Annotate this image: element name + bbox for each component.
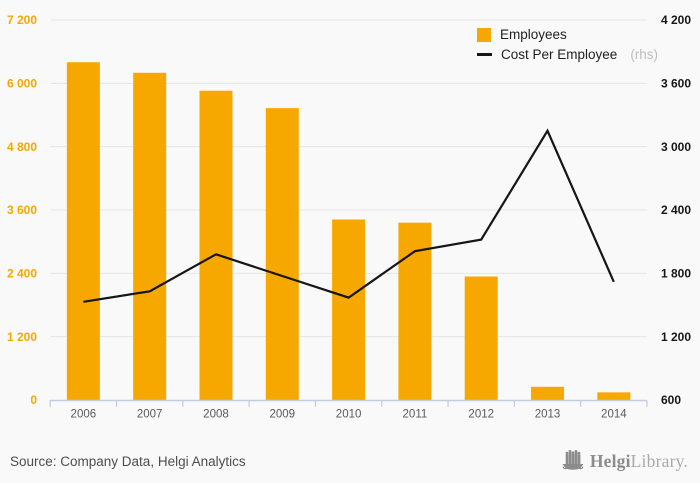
- legend-label-employees: Employees: [500, 27, 567, 42]
- legend-label-cost: Cost Per Employee: [501, 47, 618, 62]
- x-axis-label-2006: 2006: [71, 409, 97, 421]
- left-axis-tick-label: 6 000: [7, 77, 37, 91]
- x-axis-label-2013: 2013: [535, 409, 561, 421]
- right-axis-tick-label: 4 200: [661, 13, 691, 27]
- legend-item-employees: Employees: [477, 27, 658, 42]
- x-axis-label-2008: 2008: [203, 409, 229, 421]
- legend: Employees Cost Per Employee (rhs): [477, 27, 658, 62]
- bar-2013: [531, 386, 565, 400]
- x-axis-label-2007: 2007: [137, 409, 163, 421]
- chart-footer: Source: Company Data, Helgi Analytics: [0, 445, 700, 477]
- left-axis-tick-label: 2 400: [7, 267, 37, 281]
- cost-line-swatch-icon: [477, 53, 492, 56]
- left-axis-tick-label: 1 200: [7, 330, 37, 344]
- bar-2007: [133, 72, 167, 401]
- helgi-library-logo: HelgiLibrary.: [562, 450, 688, 472]
- bar-2009: [265, 108, 299, 400]
- bar-2010: [332, 219, 366, 400]
- x-axis-label-2014: 2014: [601, 409, 627, 421]
- logo-text-bold: Helgi: [589, 450, 631, 471]
- x-axis-label-2011: 2011: [403, 409, 428, 421]
- x-axis-label-2010: 2010: [336, 409, 362, 421]
- employees-cost-chart: 7 200 6 000 4 800 3 600 2 400 1 200 0 4 200 3 60…: [7, 13, 691, 421]
- legend-item-cost-per-employee: Cost Per Employee (rhs): [477, 47, 658, 62]
- source-text: Source: Company Data, Helgi Analytics: [10, 453, 246, 469]
- left-axis-tick-label: 7 200: [7, 13, 37, 27]
- logo-text-light: Library.: [630, 450, 688, 471]
- x-axis-label-2009: 2009: [269, 409, 295, 421]
- right-axis-tick-label: 1 800: [661, 267, 691, 281]
- right-axis-tick-label: 2 400: [661, 203, 691, 217]
- right-axis-tick-label: 1 200: [661, 330, 691, 344]
- cost-per-employee-line: [83, 128, 615, 303]
- right-axis-tick-label: 600: [661, 393, 681, 407]
- helgi-library-logo-icon: [562, 450, 584, 470]
- right-axis-tick-label: 3 600: [661, 77, 691, 91]
- bar-2014: [597, 392, 631, 400]
- x-axis-label-2012: 2012: [468, 409, 494, 421]
- bar-2006: [66, 62, 100, 400]
- left-axis-tick-label: 4 800: [7, 140, 37, 154]
- logo-text: HelgiLibrary.: [590, 451, 688, 472]
- bar-2008: [199, 90, 233, 400]
- employees-swatch-icon: [477, 27, 491, 42]
- legend-label-cost-suffix: (rhs): [630, 47, 659, 62]
- left-axis-tick-label: 3 600: [7, 203, 37, 217]
- bar-2012: [464, 276, 498, 400]
- right-axis-tick-label: 3 000: [661, 140, 691, 154]
- left-axis-tick-label: 0: [30, 393, 37, 407]
